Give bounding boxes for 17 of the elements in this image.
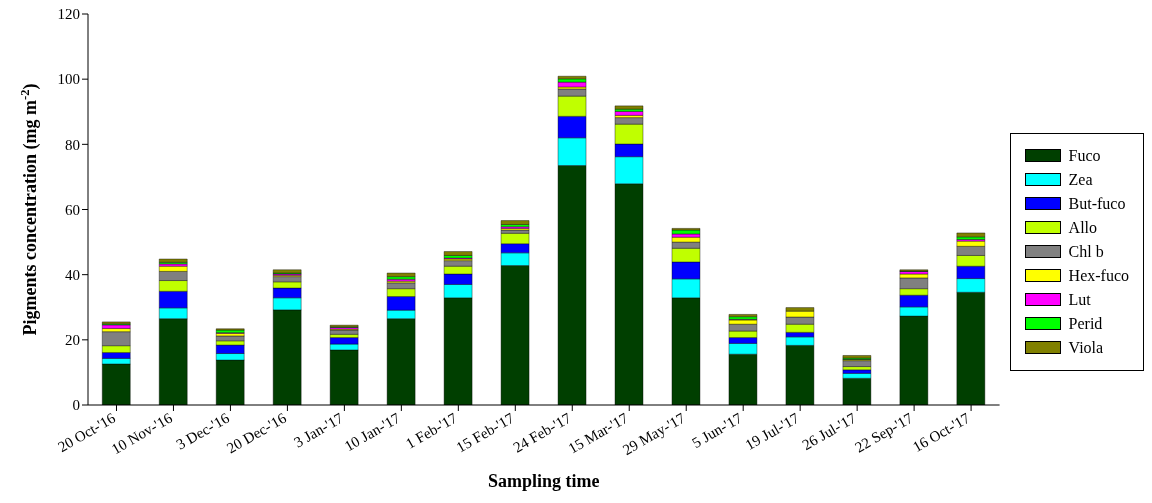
legend-label: Hex-fuco: [1068, 265, 1129, 286]
y-tick-label: 60: [65, 201, 80, 218]
legend-label: Zea: [1068, 169, 1093, 190]
y-tick-label: 40: [65, 266, 80, 283]
legend-label: But-fuco: [1068, 193, 1126, 214]
legend-label: Chl b: [1068, 241, 1104, 262]
x-axis-title: Sampling time: [488, 471, 600, 491]
legend-label: Allo: [1068, 217, 1098, 238]
y-tick-label: 0: [72, 397, 80, 414]
y-tick-label: 120: [57, 6, 80, 23]
legend-label: Perid: [1068, 313, 1103, 334]
y-tick-label: 80: [65, 136, 80, 153]
legend-label: Fuco: [1068, 145, 1101, 166]
y-tick-label: 20: [65, 332, 80, 349]
legend-label: Lut: [1068, 289, 1091, 310]
legend-label: Viola: [1068, 337, 1104, 358]
y-tick-label: 100: [57, 71, 80, 88]
